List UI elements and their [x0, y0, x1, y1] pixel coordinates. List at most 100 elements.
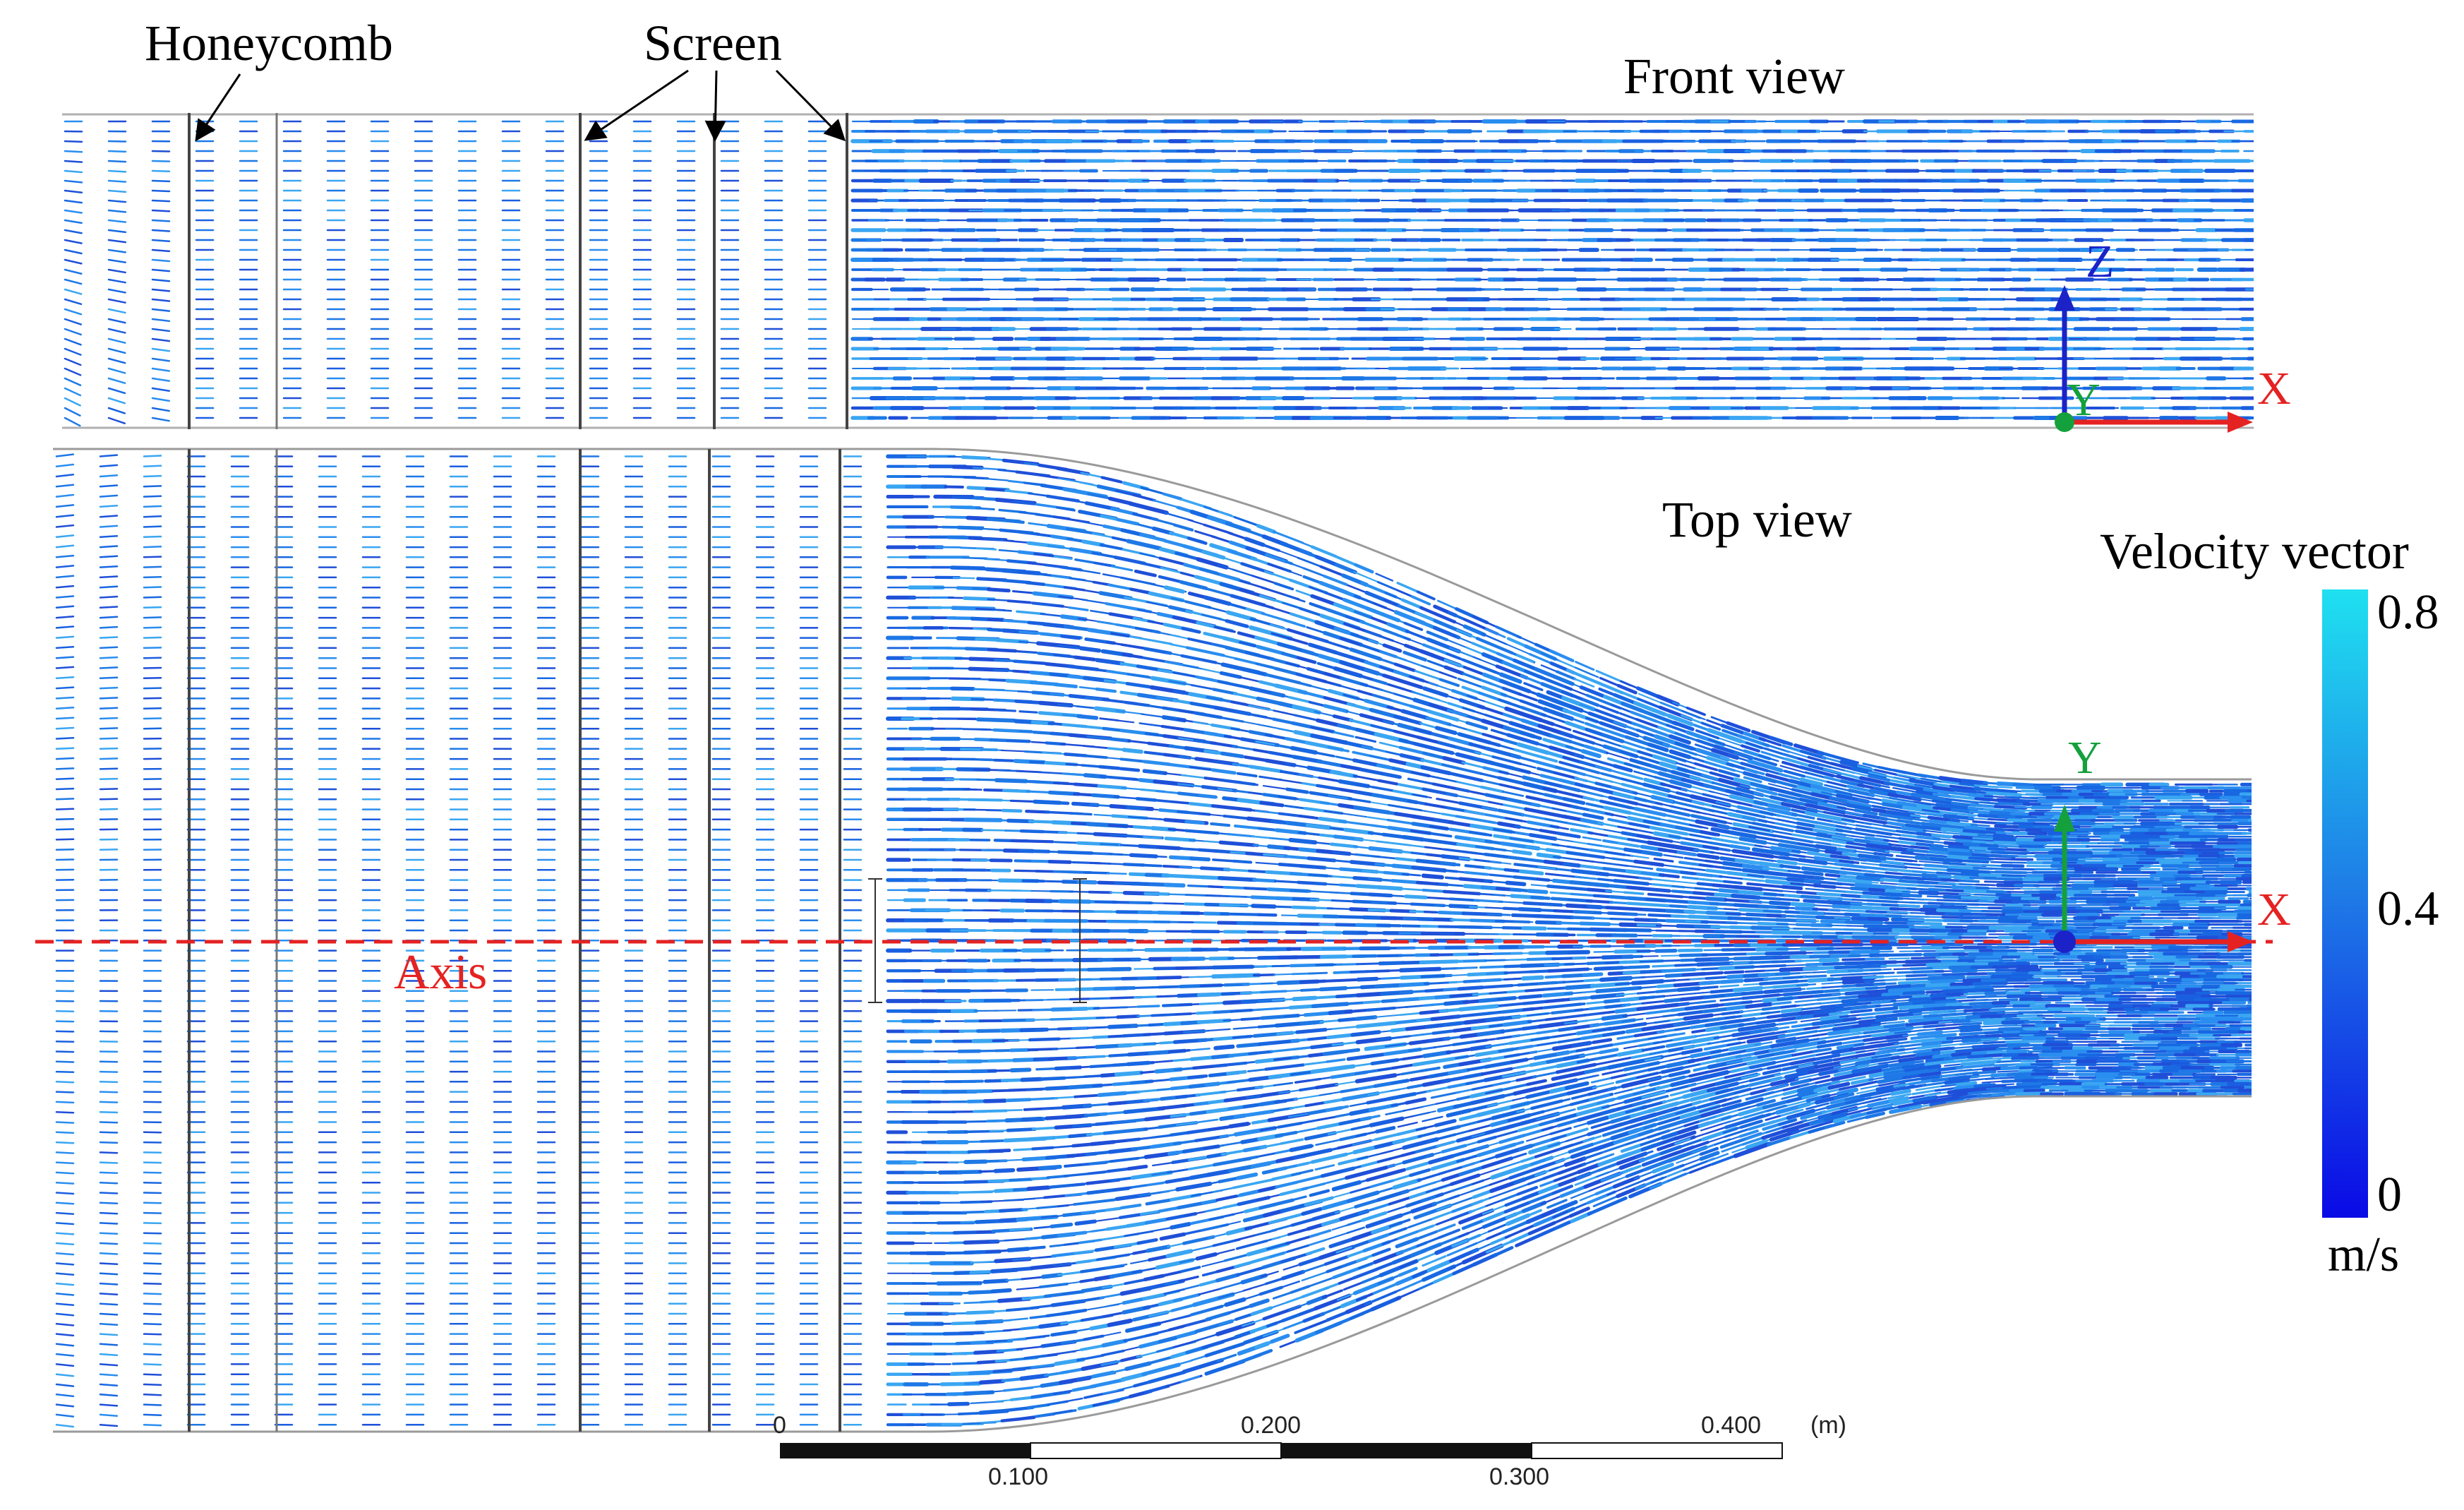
velocity-vector — [983, 477, 1009, 481]
velocity-vector — [1867, 774, 1892, 782]
velocity-vector — [143, 616, 162, 619]
velocity-vector — [1789, 779, 1813, 789]
velocity-vector — [1400, 598, 1425, 611]
velocity-vector — [1181, 626, 1201, 634]
velocity-vector — [1549, 722, 1572, 731]
velocity-vector — [1846, 803, 1873, 812]
velocity-vector — [1158, 556, 1189, 567]
velocity-vector — [151, 209, 171, 212]
velocity-vector — [99, 646, 119, 649]
velocity-vector — [1940, 827, 1968, 834]
velocity-vector — [1555, 670, 1576, 681]
velocity-vector — [99, 504, 119, 508]
velocity-vector — [55, 534, 75, 539]
velocity-vector — [949, 505, 982, 510]
velocity-vector — [1652, 790, 1672, 798]
velocity-vector — [1684, 808, 1707, 815]
velocity-vector — [1720, 724, 1745, 735]
velocity-vector — [1012, 500, 1035, 505]
velocity-vector — [64, 248, 83, 255]
velocity-vector — [64, 397, 81, 407]
velocity-vector — [107, 258, 126, 263]
velocity-vector — [1669, 734, 1691, 745]
velocity-vector — [1063, 586, 1086, 592]
velocity-vector — [1799, 749, 1827, 760]
velocity-vector — [64, 258, 83, 265]
velocity-vector — [151, 258, 171, 263]
velocity-vector — [1763, 747, 1785, 756]
velocity-vector — [1405, 630, 1431, 642]
velocity-vector — [151, 318, 171, 323]
velocity-vector — [1565, 721, 1586, 731]
velocity-vector — [143, 666, 162, 669]
velocity-vector — [1743, 776, 1762, 784]
velocity-vector — [1100, 476, 1123, 484]
velocity-vector — [1947, 848, 1970, 853]
velocity-vector — [55, 504, 75, 508]
velocity-vector — [64, 288, 83, 295]
velocity-vector — [1618, 712, 1638, 721]
velocity-vector — [1870, 782, 1890, 789]
velocity-vector — [99, 494, 119, 498]
velocity-vector — [1244, 650, 1275, 661]
velocity-vector — [1004, 489, 1033, 495]
velocity-vector — [1055, 506, 1076, 512]
velocity-vector — [1519, 699, 1547, 712]
velocity-vector — [1612, 764, 1633, 773]
velocity-vector — [1190, 684, 1215, 690]
velocity-vector — [143, 657, 162, 659]
velocity-vector — [1513, 761, 1537, 769]
velocity-vector — [151, 278, 171, 282]
velocity-vector — [64, 278, 83, 285]
velocity-vector — [64, 219, 83, 224]
velocity-vector — [1700, 721, 1721, 731]
velocity-vector — [1273, 582, 1294, 591]
velocity-vector — [992, 609, 1012, 612]
velocity-vector — [1382, 643, 1402, 653]
velocity-vector — [1824, 784, 1851, 792]
velocity-vector — [107, 357, 126, 364]
velocity-vector — [64, 347, 82, 356]
velocity-vector — [107, 328, 126, 334]
velocity-vector — [55, 605, 75, 609]
velocity-vector — [151, 298, 171, 302]
velocity-vector — [1534, 754, 1558, 763]
velocity-vector — [64, 298, 83, 306]
velocity-vector — [1932, 793, 1956, 798]
velocity-vector — [1744, 767, 1765, 776]
velocity-vector — [1600, 683, 1621, 693]
velocity-vector — [1403, 621, 1424, 631]
velocity-vector — [64, 239, 83, 244]
velocity-vector — [1426, 630, 1449, 642]
velocity-vector — [1354, 727, 1378, 736]
velocity-vector — [107, 199, 127, 203]
velocity-vector — [1287, 695, 1312, 704]
velocity-vector — [1784, 750, 1808, 758]
velocity-vector — [143, 474, 162, 478]
velocity-vector — [107, 169, 127, 173]
velocity-vector — [151, 229, 171, 232]
top-velocity-vectors — [55, 453, 2252, 1428]
velocity-vector — [99, 545, 119, 549]
velocity-vector — [1540, 652, 1561, 662]
velocity-vector — [151, 367, 170, 372]
velocity-vector — [55, 544, 75, 549]
velocity-vector — [64, 150, 83, 153]
velocity-vector — [1073, 655, 1097, 661]
velocity-vector — [143, 465, 162, 467]
velocity-vector — [1549, 649, 1575, 663]
velocity-vector — [99, 606, 119, 609]
velocity-vector — [1207, 606, 1227, 613]
velocity-vector — [151, 357, 171, 362]
velocity-vector — [55, 565, 75, 568]
velocity-vector — [976, 547, 997, 551]
velocity-vector — [1501, 686, 1522, 696]
velocity-vector — [151, 337, 171, 342]
velocity-vector — [1402, 650, 1427, 662]
velocity-vector — [1719, 756, 1742, 765]
velocity-vector — [1137, 609, 1160, 615]
velocity-vector — [107, 179, 127, 183]
velocity-vector — [1932, 785, 1956, 792]
velocity-vector — [1495, 625, 1522, 639]
velocity-vector — [64, 199, 83, 204]
